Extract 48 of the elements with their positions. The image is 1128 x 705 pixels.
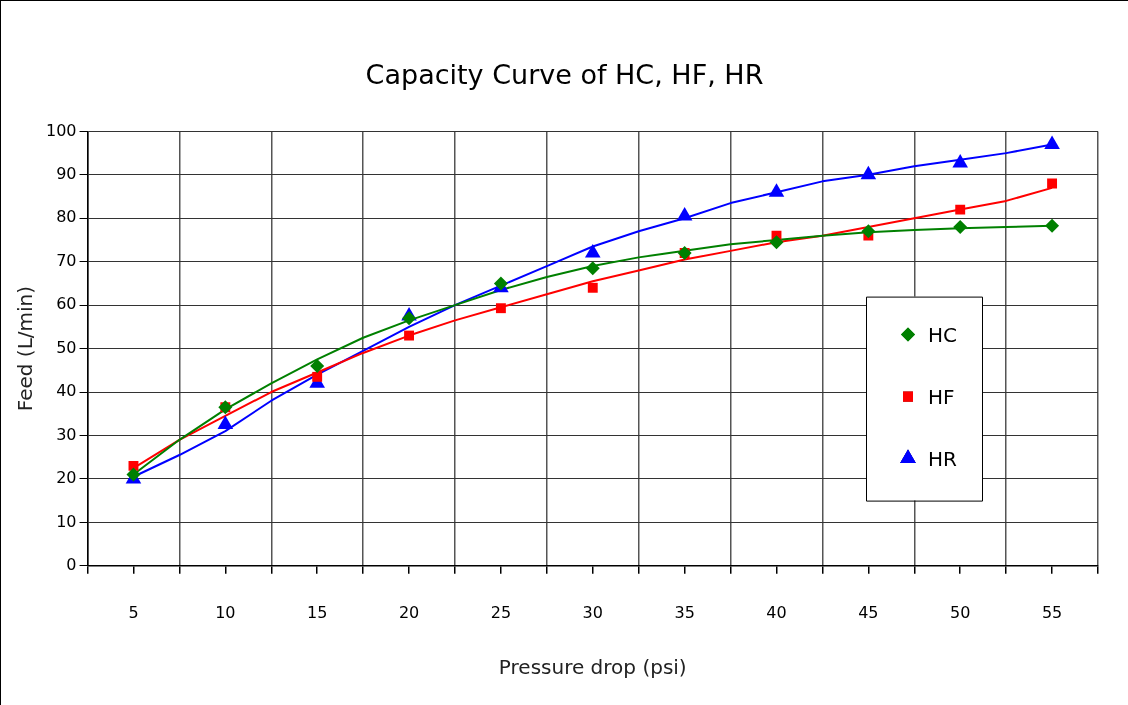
point <box>310 358 325 373</box>
x-tick-label: 25 <box>490 602 512 622</box>
point <box>1047 178 1058 189</box>
point <box>953 219 968 234</box>
y-tick-label: 50 <box>56 337 77 357</box>
point <box>676 207 693 221</box>
x-tick-label: 55 <box>1041 602 1063 622</box>
point <box>861 224 876 239</box>
y-tick-label: 40 <box>56 381 77 401</box>
y-tick-label: 30 <box>56 424 77 444</box>
y-tick-label: 0 <box>66 554 77 574</box>
point <box>860 165 877 180</box>
x-tick-label: 35 <box>674 602 695 622</box>
point <box>584 244 601 258</box>
y-tick-label: 80 <box>56 207 77 227</box>
x-tick-label: 45 <box>858 602 879 622</box>
legend-label: HR <box>928 446 958 471</box>
y-tick-label: 70 <box>56 250 77 270</box>
y-tick-label: 90 <box>56 164 77 183</box>
x-tick-label: 5 <box>128 602 139 622</box>
point <box>312 371 323 382</box>
point <box>768 183 785 197</box>
point <box>587 282 598 293</box>
x-tick-label: 30 <box>582 602 603 622</box>
y-tick-label: 20 <box>56 468 77 488</box>
chart-title: Capacity Curve of HC, HF, HR <box>365 59 764 91</box>
point <box>402 311 417 326</box>
legend-label: HF <box>928 384 955 409</box>
point <box>404 330 414 341</box>
y-axis-title: Feed (L/min) <box>13 285 38 412</box>
x-tick-label: 40 <box>766 602 787 622</box>
point <box>952 154 968 168</box>
point <box>217 415 234 430</box>
point <box>1045 218 1060 233</box>
x-tick-label: 50 <box>950 602 971 622</box>
legend-label: HC <box>928 322 958 347</box>
point <box>495 303 506 314</box>
point <box>769 235 784 250</box>
point <box>1044 135 1060 149</box>
x-axis-title: Pressure drop (psi) <box>498 655 687 680</box>
point <box>955 204 966 215</box>
x-tick-label: 15 <box>307 602 328 622</box>
y-tick-label: 60 <box>56 294 77 314</box>
y-tick-label: 100 <box>45 120 77 140</box>
y-tick-label: 10 <box>56 511 77 531</box>
point <box>585 261 600 276</box>
x-tick-label: 10 <box>215 602 236 622</box>
x-tick-label: 20 <box>398 602 420 622</box>
